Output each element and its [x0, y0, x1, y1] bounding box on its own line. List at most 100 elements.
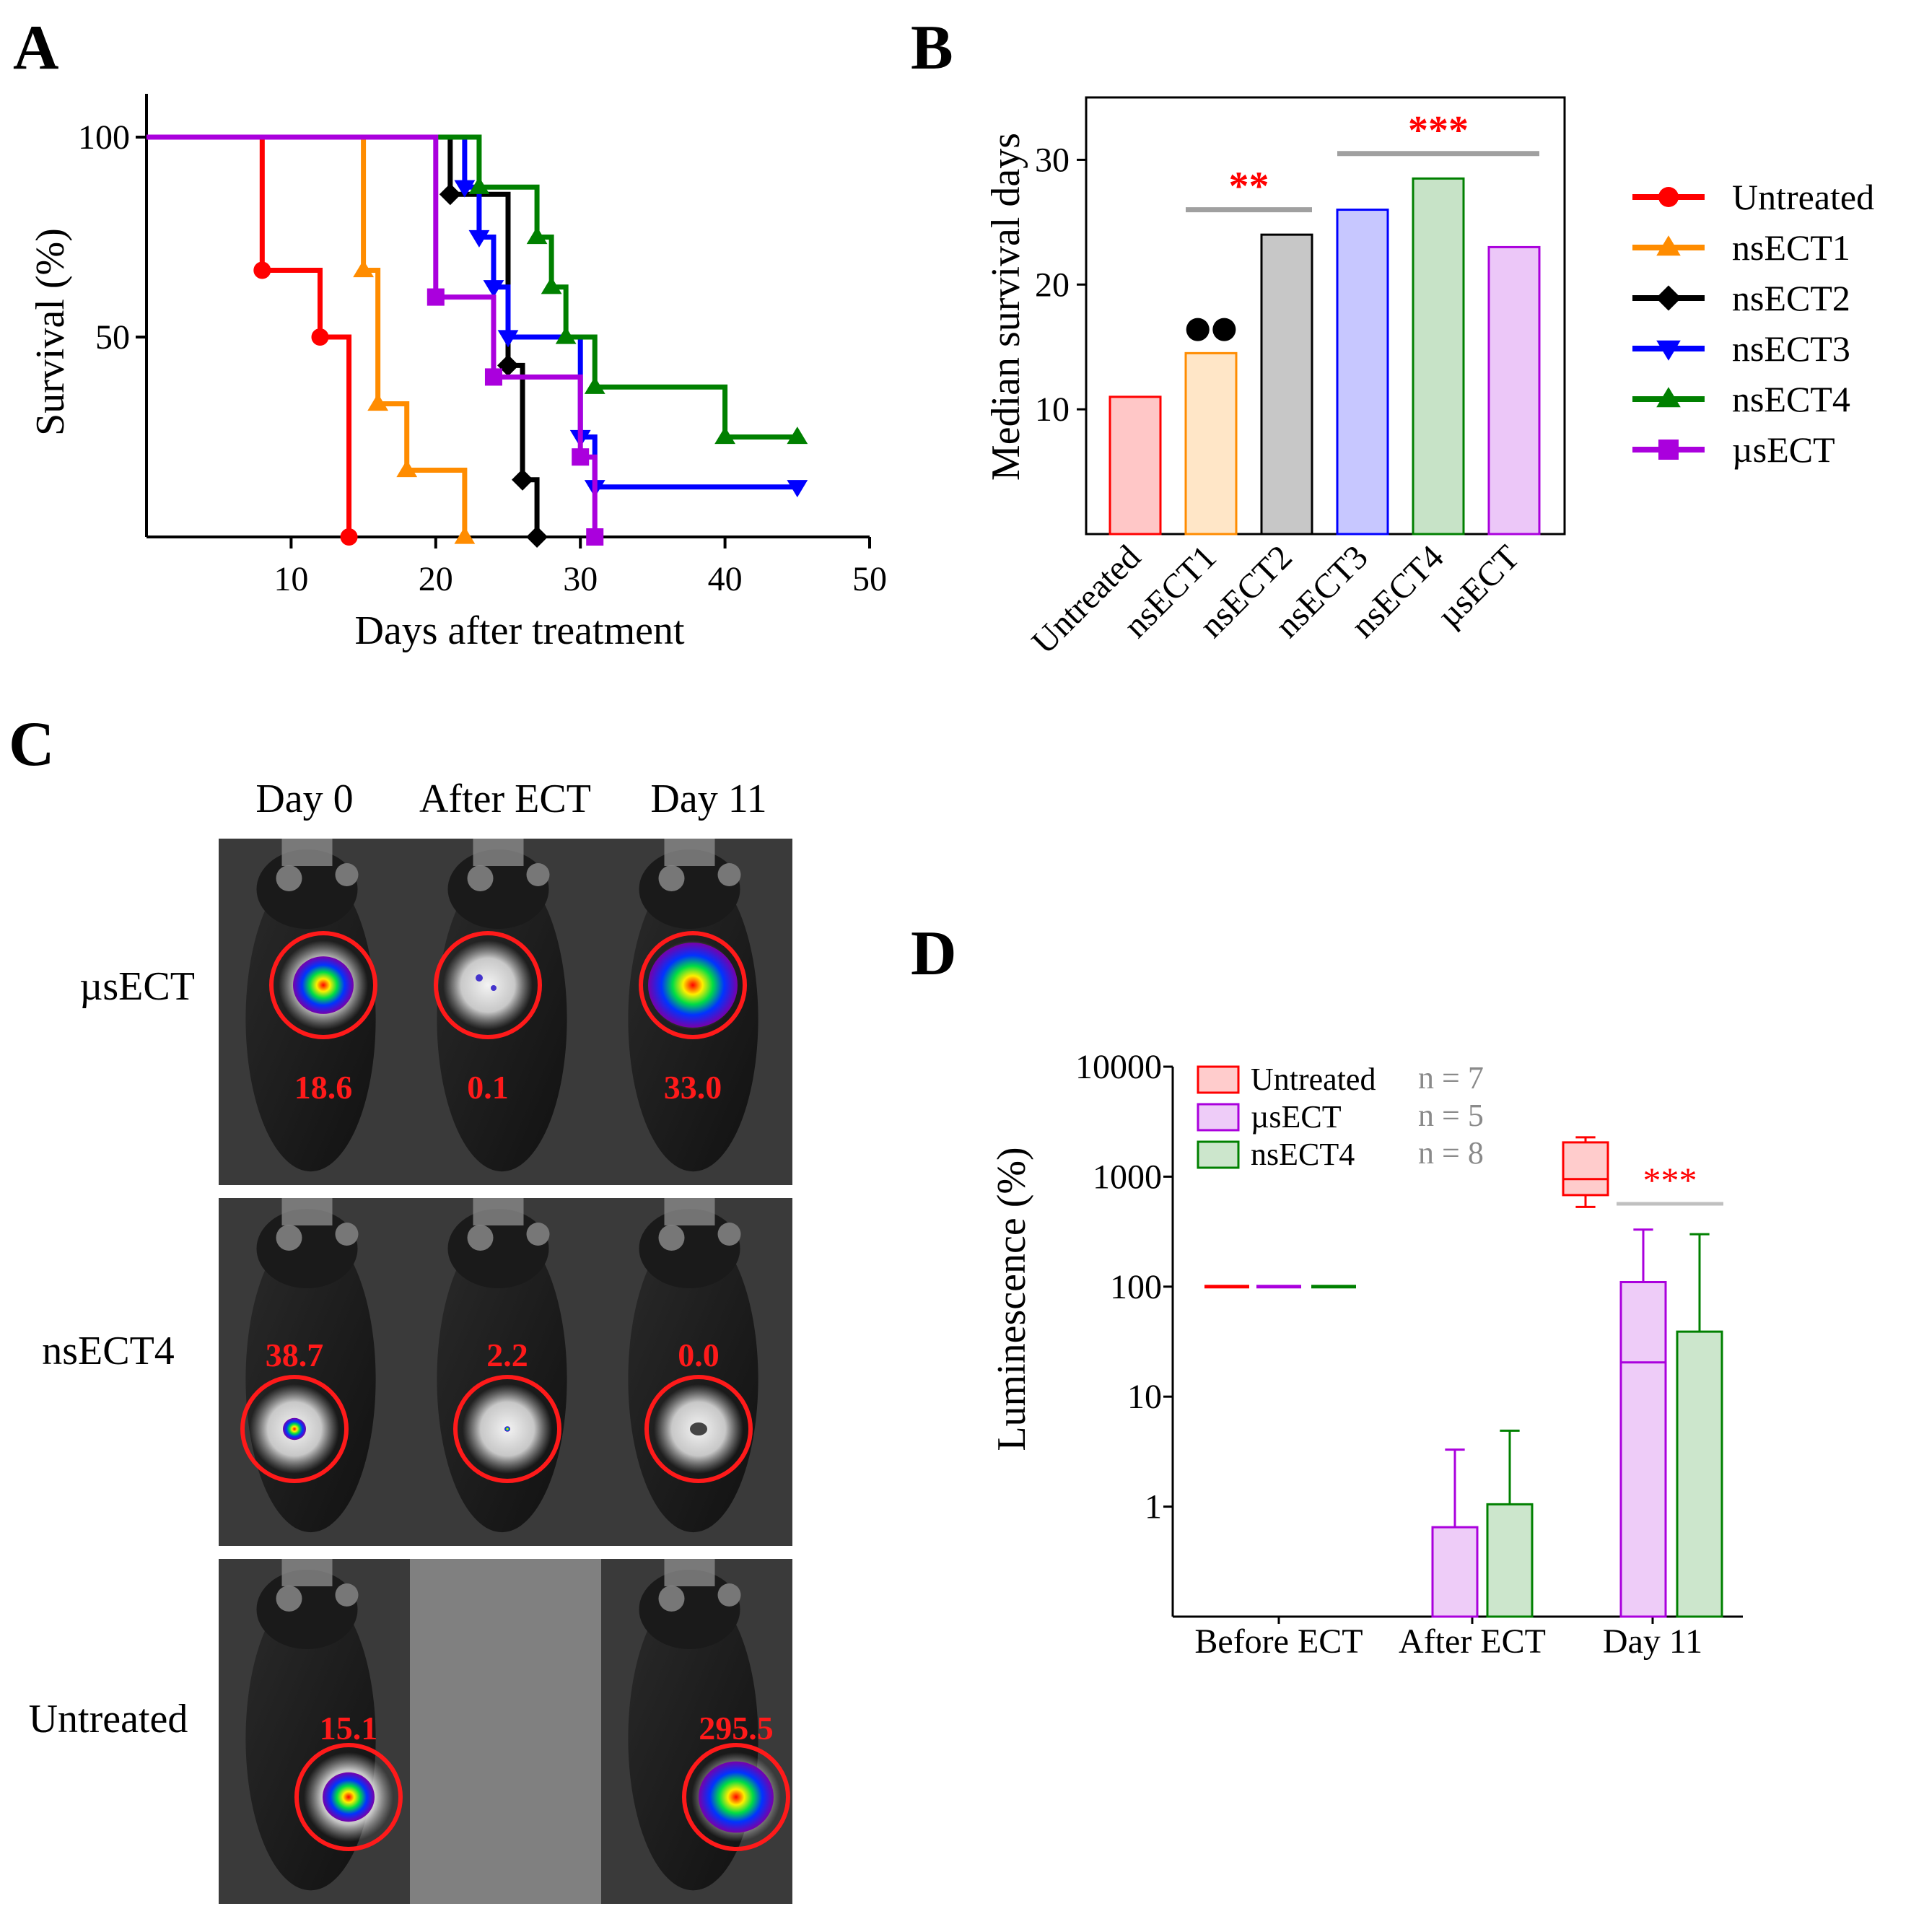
b-significance-label: ** — [1229, 165, 1269, 209]
legend-label: Untreated — [1732, 177, 1874, 217]
b-bar-nsECT3 — [1336, 209, 1389, 536]
legend-label: nsECT3 — [1732, 328, 1850, 369]
d-legend-n: n = 7 — [1418, 1060, 1484, 1096]
legend-label: nsECT1 — [1732, 227, 1850, 268]
c-nose-cone — [664, 839, 715, 866]
c-empty-tile — [410, 1559, 601, 1904]
legend-marker-usECT — [1658, 440, 1679, 460]
d-y-tick-label: 1 — [1145, 1488, 1162, 1526]
c-roi-value: 18.6 — [294, 1069, 353, 1106]
survival-chart: 10 20 30 40 50 50 100 Days after treatment Sur… — [28, 94, 887, 653]
a-point-nsECT4 — [555, 326, 577, 344]
a-y-axis-label: Survival (%) — [28, 228, 73, 436]
a-x-tick-label: 50 — [852, 560, 887, 598]
a-point-usECT — [586, 528, 604, 546]
a-point-nsECT1 — [367, 393, 389, 411]
c-luminescence-speck — [491, 985, 497, 991]
c-roi-circle — [682, 1743, 790, 1851]
panel-letter-a: A — [13, 13, 59, 83]
c-image-tile: 0.1 — [410, 839, 601, 1185]
c-mouse-ear — [467, 1225, 494, 1251]
legend-marker-nsECT2 — [1656, 285, 1682, 311]
legend-marker-Untreated — [1658, 187, 1679, 207]
d-legend-swatch — [1197, 1103, 1240, 1132]
c-roi-circle — [240, 1375, 349, 1483]
c-roi-value: 295.5 — [699, 1710, 774, 1747]
c-mouse-ear — [717, 1223, 741, 1246]
a-x-tick-label: 10 — [274, 560, 308, 598]
c-luminescence-spot — [699, 1761, 774, 1833]
a-x-axis-label: Days after treatment — [354, 608, 685, 653]
a-point-nsECT4 — [468, 176, 490, 194]
c-column-label: After ECT — [419, 777, 591, 821]
d-category-label: Before ECT — [1194, 1622, 1363, 1661]
panel-letter-c: C — [9, 709, 55, 779]
a-point-usECT — [427, 288, 445, 306]
c-roi-value: 0.1 — [467, 1069, 509, 1106]
c-nose-cone — [281, 839, 333, 866]
a-point-nsECT4 — [714, 427, 735, 445]
c-mouse-ear — [717, 1583, 741, 1607]
legend-marker-nsECT3 — [1656, 340, 1681, 361]
b-y-axis-label: Median survival days — [984, 133, 1028, 481]
b-bar-Untreated — [1108, 395, 1162, 536]
b-bar-nsECT4 — [1412, 177, 1465, 536]
a-x-tick-label: 40 — [708, 560, 743, 598]
c-mouse-ear — [276, 865, 302, 891]
a-point-nsECT4 — [541, 276, 562, 294]
a-point-nsECT4 — [584, 376, 605, 394]
b-dots-annotation: ●● — [1184, 310, 1237, 345]
c-mouse-ear — [276, 1586, 302, 1612]
b-bar-nsECT2 — [1260, 233, 1313, 536]
d-box-nsECT4 — [1676, 1330, 1723, 1618]
d-legend-label: Untreated — [1251, 1062, 1376, 1097]
treatment-legend: Untreated nsECT1 nsECT2 nsECT3 nsECT4 µsECT — [1632, 177, 1874, 470]
c-scar — [690, 1422, 707, 1435]
c-roi-value: 33.0 — [664, 1069, 722, 1106]
c-image-tile: 2.2 — [410, 1198, 601, 1546]
c-image-tile: 15.1 — [219, 1559, 410, 1904]
c-image-tile — [410, 1559, 601, 1904]
c-mouse-ear — [467, 865, 494, 891]
c-mouse-ear — [276, 1225, 302, 1251]
a-point-Untreated — [340, 528, 358, 546]
a-point-nsECT1 — [353, 260, 374, 278]
d-box-nsECT4 — [1486, 1503, 1534, 1618]
c-mouse-ear — [335, 863, 359, 886]
c-image-tile: 295.5 — [601, 1559, 792, 1904]
d-category-label: After ECT — [1399, 1622, 1546, 1661]
c-nose-cone — [281, 1198, 333, 1225]
d-category-label: Day 11 — [1603, 1622, 1702, 1661]
bioluminescence-images: Day 0 After ECT Day 11 µsECT 18.6 0.1 33.0 nsEC… — [29, 777, 792, 1904]
a-y-tick-label: 100 — [78, 118, 130, 157]
c-mouse-ear — [658, 865, 685, 891]
d-y-tick-label: 10000 — [1075, 1048, 1162, 1086]
a-point-nsECT2 — [512, 468, 534, 491]
c-luminescence-speck — [476, 974, 483, 982]
c-roi-circle — [434, 931, 542, 1039]
c-row-label: µsECT — [79, 964, 195, 1009]
b-y-tick-label: 20 — [1035, 266, 1070, 304]
c-mouse-ear — [335, 1223, 359, 1246]
panel-letter-b: B — [911, 13, 953, 83]
legend-label: nsECT4 — [1732, 379, 1850, 419]
c-roi-circle — [453, 1375, 561, 1483]
c-column-label: Day 0 — [255, 777, 353, 821]
d-legend-label: nsECT4 — [1251, 1137, 1355, 1172]
d-legend-swatch — [1197, 1065, 1240, 1094]
c-mouse-ear — [658, 1586, 685, 1612]
d-significance-label: *** — [1643, 1160, 1697, 1200]
c-nose-cone — [473, 839, 524, 866]
c-image-tile: 33.0 — [601, 839, 792, 1185]
c-roi-value: 0.0 — [678, 1337, 720, 1373]
c-roi-value: 2.2 — [486, 1337, 528, 1373]
b-plot-frame — [1085, 96, 1566, 536]
c-image-tile: 38.7 — [219, 1198, 410, 1546]
c-row-label: Untreated — [29, 1697, 188, 1741]
a-point-nsECT2 — [526, 526, 548, 548]
c-column-label: Day 11 — [650, 777, 766, 821]
d-legend-n: n = 5 — [1418, 1098, 1484, 1133]
a-point-nsECT1 — [396, 460, 418, 478]
